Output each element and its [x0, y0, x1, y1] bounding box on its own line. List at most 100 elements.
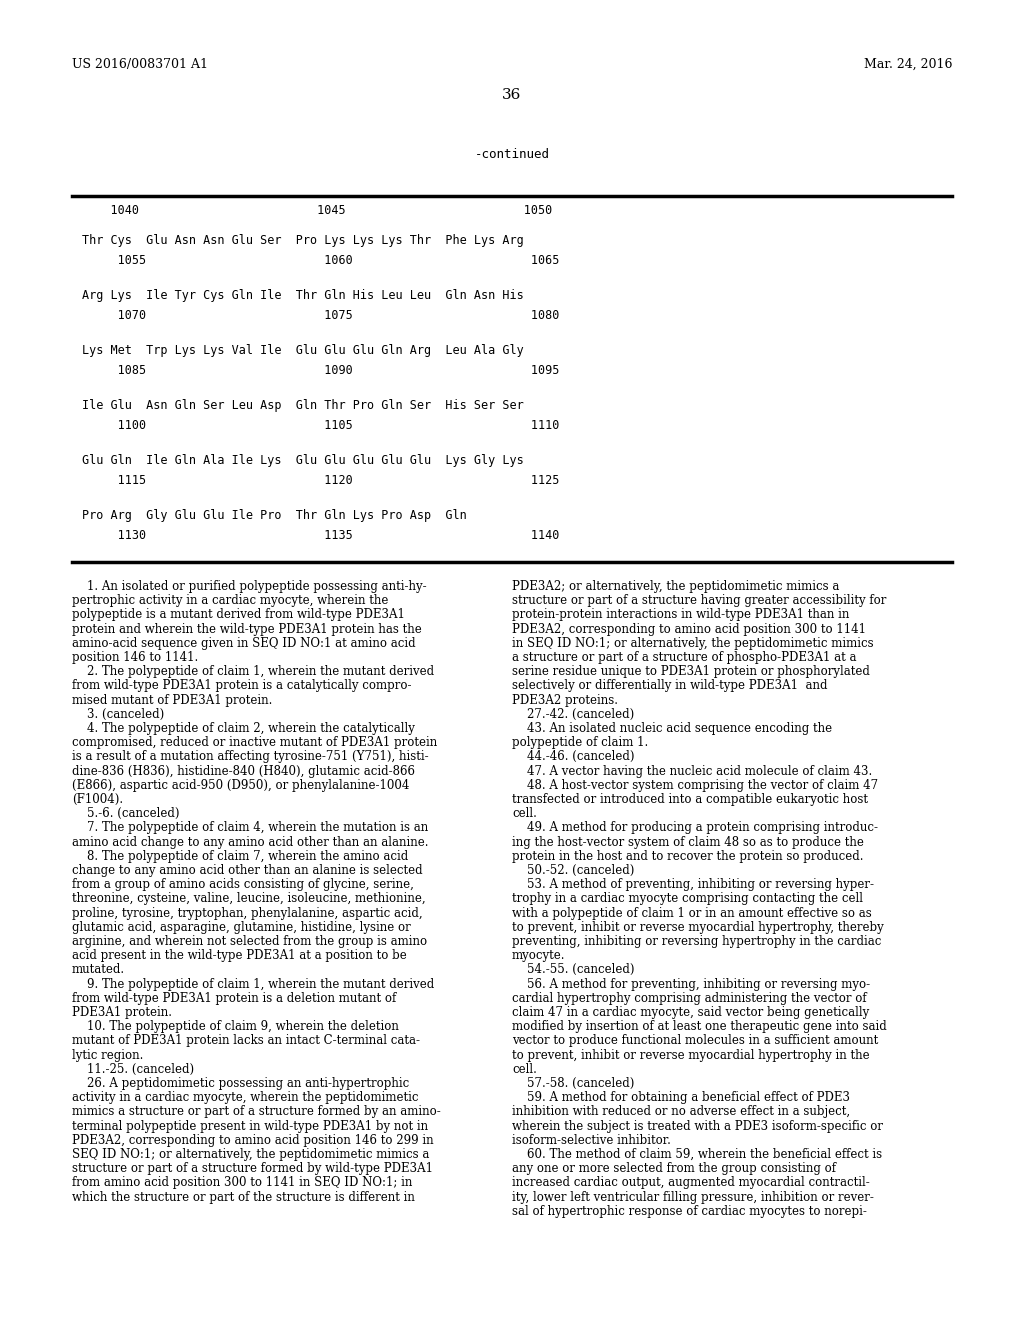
Text: with a polypeptide of claim 1 or in an amount effective so as: with a polypeptide of claim 1 or in an a…: [512, 907, 871, 920]
Text: cell.: cell.: [512, 808, 537, 820]
Text: 59. A method for obtaining a beneficial effect of PDE3: 59. A method for obtaining a beneficial …: [512, 1092, 850, 1105]
Text: amino acid change to any amino acid other than an alanine.: amino acid change to any amino acid othe…: [72, 836, 428, 849]
Text: SEQ ID NO:1; or alternatively, the peptidomimetic mimics a: SEQ ID NO:1; or alternatively, the pepti…: [72, 1148, 429, 1162]
Text: inhibition with reduced or no adverse effect in a subject,: inhibition with reduced or no adverse ef…: [512, 1105, 850, 1118]
Text: ing the host-vector system of claim 48 so as to produce the: ing the host-vector system of claim 48 s…: [512, 836, 864, 849]
Text: (E866), aspartic acid-950 (D950), or phenylalanine-1004: (E866), aspartic acid-950 (D950), or phe…: [72, 779, 410, 792]
Text: position 146 to 1141.: position 146 to 1141.: [72, 651, 199, 664]
Text: from wild-type PDE3A1 protein is a catalytically compro-: from wild-type PDE3A1 protein is a catal…: [72, 680, 412, 693]
Text: modified by insertion of at least one therapeutic gene into said: modified by insertion of at least one th…: [512, 1020, 887, 1034]
Text: proline, tyrosine, tryptophan, phenylalanine, aspartic acid,: proline, tyrosine, tryptophan, phenylala…: [72, 907, 423, 920]
Text: is a result of a mutation affecting tyrosine-751 (Y751), histi-: is a result of a mutation affecting tyro…: [72, 750, 429, 763]
Text: polypeptide is a mutant derived from wild-type PDE3A1: polypeptide is a mutant derived from wil…: [72, 609, 404, 622]
Text: 50.-52. (canceled): 50.-52. (canceled): [512, 865, 635, 876]
Text: protein-protein interactions in wild-type PDE3A1 than in: protein-protein interactions in wild-typ…: [512, 609, 849, 622]
Text: 27.-42. (canceled): 27.-42. (canceled): [512, 708, 634, 721]
Text: increased cardiac output, augmented myocardial contractil-: increased cardiac output, augmented myoc…: [512, 1176, 869, 1189]
Text: any one or more selected from the group consisting of: any one or more selected from the group …: [512, 1162, 836, 1175]
Text: Lys Met  Trp Lys Lys Val Ile  Glu Glu Glu Gln Arg  Leu Ala Gly: Lys Met Trp Lys Lys Val Ile Glu Glu Glu …: [82, 345, 523, 356]
Text: vector to produce functional molecules in a sufficient amount: vector to produce functional molecules i…: [512, 1035, 879, 1047]
Text: 43. An isolated nucleic acid sequence encoding the: 43. An isolated nucleic acid sequence en…: [512, 722, 833, 735]
Text: 11.-25. (canceled): 11.-25. (canceled): [72, 1063, 195, 1076]
Text: structure or part of a structure having greater accessibility for: structure or part of a structure having …: [512, 594, 887, 607]
Text: -continued: -continued: [474, 148, 550, 161]
Text: preventing, inhibiting or reversing hypertrophy in the cardiac: preventing, inhibiting or reversing hype…: [512, 935, 882, 948]
Text: wherein the subject is treated with a PDE3 isoform-specific or: wherein the subject is treated with a PD…: [512, 1119, 883, 1133]
Text: 60. The method of claim 59, wherein the beneficial effect is: 60. The method of claim 59, wherein the …: [512, 1148, 882, 1162]
Text: a structure or part of a structure of phospho-PDE3A1 at a: a structure or part of a structure of ph…: [512, 651, 856, 664]
Text: mised mutant of PDE3A1 protein.: mised mutant of PDE3A1 protein.: [72, 693, 272, 706]
Text: 1130                         1135                         1140: 1130 1135 1140: [82, 529, 559, 543]
Text: activity in a cardiac myocyte, wherein the peptidomimetic: activity in a cardiac myocyte, wherein t…: [72, 1092, 419, 1105]
Text: structure or part of a structure formed by wild-type PDE3A1: structure or part of a structure formed …: [72, 1162, 433, 1175]
Text: PDE3A2, corresponding to amino acid position 300 to 1141: PDE3A2, corresponding to amino acid posi…: [512, 623, 866, 636]
Text: PDE3A2 proteins.: PDE3A2 proteins.: [512, 693, 618, 706]
Text: 49. A method for producing a protein comprising introduc-: 49. A method for producing a protein com…: [512, 821, 878, 834]
Text: 26. A peptidomimetic possessing an anti-hypertrophic: 26. A peptidomimetic possessing an anti-…: [72, 1077, 410, 1090]
Text: dine-836 (H836), histidine-840 (H840), glutamic acid-866: dine-836 (H836), histidine-840 (H840), g…: [72, 764, 415, 777]
Text: sal of hypertrophic response of cardiac myocytes to norepi-: sal of hypertrophic response of cardiac …: [512, 1205, 867, 1218]
Text: ity, lower left ventricular filling pressure, inhibition or rever-: ity, lower left ventricular filling pres…: [512, 1191, 873, 1204]
Text: Glu Gln  Ile Gln Ala Ile Lys  Glu Glu Glu Glu Glu  Lys Gly Lys: Glu Gln Ile Gln Ala Ile Lys Glu Glu Glu …: [82, 454, 523, 467]
Text: 1100                         1105                         1110: 1100 1105 1110: [82, 418, 559, 432]
Text: from a group of amino acids consisting of glycine, serine,: from a group of amino acids consisting o…: [72, 878, 414, 891]
Text: in SEQ ID NO:1; or alternatively, the peptidomimetic mimics: in SEQ ID NO:1; or alternatively, the pe…: [512, 636, 873, 649]
Text: 2. The polypeptide of claim 1, wherein the mutant derived: 2. The polypeptide of claim 1, wherein t…: [72, 665, 434, 678]
Text: polypeptide of claim 1.: polypeptide of claim 1.: [512, 737, 648, 750]
Text: 9. The polypeptide of claim 1, wherein the mutant derived: 9. The polypeptide of claim 1, wherein t…: [72, 978, 434, 990]
Text: serine residue unique to PDE3A1 protein or phosphorylated: serine residue unique to PDE3A1 protein …: [512, 665, 869, 678]
Text: 48. A host-vector system comprising the vector of claim 47: 48. A host-vector system comprising the …: [512, 779, 879, 792]
Text: to prevent, inhibit or reverse myocardial hypertrophy, thereby: to prevent, inhibit or reverse myocardia…: [512, 921, 884, 933]
Text: 56. A method for preventing, inhibiting or reversing myo-: 56. A method for preventing, inhibiting …: [512, 978, 870, 990]
Text: 1055                         1060                         1065: 1055 1060 1065: [82, 253, 559, 267]
Text: US 2016/0083701 A1: US 2016/0083701 A1: [72, 58, 208, 71]
Text: trophy in a cardiac myocyte comprising contacting the cell: trophy in a cardiac myocyte comprising c…: [512, 892, 863, 906]
Text: 4. The polypeptide of claim 2, wherein the catalytically: 4. The polypeptide of claim 2, wherein t…: [72, 722, 415, 735]
Text: from amino acid position 300 to 1141 in SEQ ID NO:1; in: from amino acid position 300 to 1141 in …: [72, 1176, 413, 1189]
Text: from wild-type PDE3A1 protein is a deletion mutant of: from wild-type PDE3A1 protein is a delet…: [72, 991, 396, 1005]
Text: myocyte.: myocyte.: [512, 949, 565, 962]
Text: protein in the host and to recover the protein so produced.: protein in the host and to recover the p…: [512, 850, 863, 863]
Text: mutant of PDE3A1 protein lacks an intact C-terminal cata-: mutant of PDE3A1 protein lacks an intact…: [72, 1035, 420, 1047]
Text: 1070                         1075                         1080: 1070 1075 1080: [82, 309, 559, 322]
Text: PDE3A2; or alternatively, the peptidomimetic mimics a: PDE3A2; or alternatively, the peptidomim…: [512, 579, 840, 593]
Text: 36: 36: [503, 88, 521, 102]
Text: compromised, reduced or inactive mutant of PDE3A1 protein: compromised, reduced or inactive mutant …: [72, 737, 437, 750]
Text: lytic region.: lytic region.: [72, 1048, 143, 1061]
Text: 1. An isolated or purified polypeptide possessing anti-hy-: 1. An isolated or purified polypeptide p…: [72, 579, 427, 593]
Text: selectively or differentially in wild-type PDE3A1  and: selectively or differentially in wild-ty…: [512, 680, 827, 693]
Text: terminal polypeptide present in wild-type PDE3A1 by not in: terminal polypeptide present in wild-typ…: [72, 1119, 428, 1133]
Text: 3. (canceled): 3. (canceled): [72, 708, 164, 721]
Text: 54.-55. (canceled): 54.-55. (canceled): [512, 964, 635, 977]
Text: 7. The polypeptide of claim 4, wherein the mutation is an: 7. The polypeptide of claim 4, wherein t…: [72, 821, 428, 834]
Text: which the structure or part of the structure is different in: which the structure or part of the struc…: [72, 1191, 415, 1204]
Text: Thr Cys  Glu Asn Asn Glu Ser  Pro Lys Lys Lys Thr  Phe Lys Arg: Thr Cys Glu Asn Asn Glu Ser Pro Lys Lys …: [82, 234, 523, 247]
Text: 10. The polypeptide of claim 9, wherein the deletion: 10. The polypeptide of claim 9, wherein …: [72, 1020, 399, 1034]
Text: mimics a structure or part of a structure formed by an amino-: mimics a structure or part of a structur…: [72, 1105, 440, 1118]
Text: 8. The polypeptide of claim 7, wherein the amino acid: 8. The polypeptide of claim 7, wherein t…: [72, 850, 409, 863]
Text: glutamic acid, asparagine, glutamine, histidine, lysine or: glutamic acid, asparagine, glutamine, hi…: [72, 921, 411, 933]
Text: claim 47 in a cardiac myocyte, said vector being genetically: claim 47 in a cardiac myocyte, said vect…: [512, 1006, 869, 1019]
Text: isoform-selective inhibitor.: isoform-selective inhibitor.: [512, 1134, 671, 1147]
Text: 1115                         1120                         1125: 1115 1120 1125: [82, 474, 559, 487]
Text: change to any amino acid other than an alanine is selected: change to any amino acid other than an a…: [72, 865, 423, 876]
Text: Pro Arg  Gly Glu Glu Ile Pro  Thr Gln Lys Pro Asp  Gln: Pro Arg Gly Glu Glu Ile Pro Thr Gln Lys …: [82, 510, 467, 521]
Text: 1040                         1045                         1050: 1040 1045 1050: [82, 205, 552, 216]
Text: PDE3A1 protein.: PDE3A1 protein.: [72, 1006, 172, 1019]
Text: protein and wherein the wild-type PDE3A1 protein has the: protein and wherein the wild-type PDE3A1…: [72, 623, 422, 636]
Text: to prevent, inhibit or reverse myocardial hypertrophy in the: to prevent, inhibit or reverse myocardia…: [512, 1048, 869, 1061]
Text: Ile Glu  Asn Gln Ser Leu Asp  Gln Thr Pro Gln Ser  His Ser Ser: Ile Glu Asn Gln Ser Leu Asp Gln Thr Pro …: [82, 399, 523, 412]
Text: acid present in the wild-type PDE3A1 at a position to be: acid present in the wild-type PDE3A1 at …: [72, 949, 407, 962]
Text: transfected or introduced into a compatible eukaryotic host: transfected or introduced into a compati…: [512, 793, 868, 807]
Text: pertrophic activity in a cardiac myocyte, wherein the: pertrophic activity in a cardiac myocyte…: [72, 594, 388, 607]
Text: 47. A vector having the nucleic acid molecule of claim 43.: 47. A vector having the nucleic acid mol…: [512, 764, 872, 777]
Text: cell.: cell.: [512, 1063, 537, 1076]
Text: arginine, and wherein not selected from the group is amino: arginine, and wherein not selected from …: [72, 935, 427, 948]
Text: (F1004).: (F1004).: [72, 793, 123, 807]
Text: cardial hypertrophy comprising administering the vector of: cardial hypertrophy comprising administe…: [512, 991, 866, 1005]
Text: 53. A method of preventing, inhibiting or reversing hyper-: 53. A method of preventing, inhibiting o…: [512, 878, 874, 891]
Text: PDE3A2, corresponding to amino acid position 146 to 299 in: PDE3A2, corresponding to amino acid posi…: [72, 1134, 433, 1147]
Text: amino-acid sequence given in SEQ ID NO:1 at amino acid: amino-acid sequence given in SEQ ID NO:1…: [72, 636, 416, 649]
Text: Arg Lys  Ile Tyr Cys Gln Ile  Thr Gln His Leu Leu  Gln Asn His: Arg Lys Ile Tyr Cys Gln Ile Thr Gln His …: [82, 289, 523, 302]
Text: 5.-6. (canceled): 5.-6. (canceled): [72, 808, 179, 820]
